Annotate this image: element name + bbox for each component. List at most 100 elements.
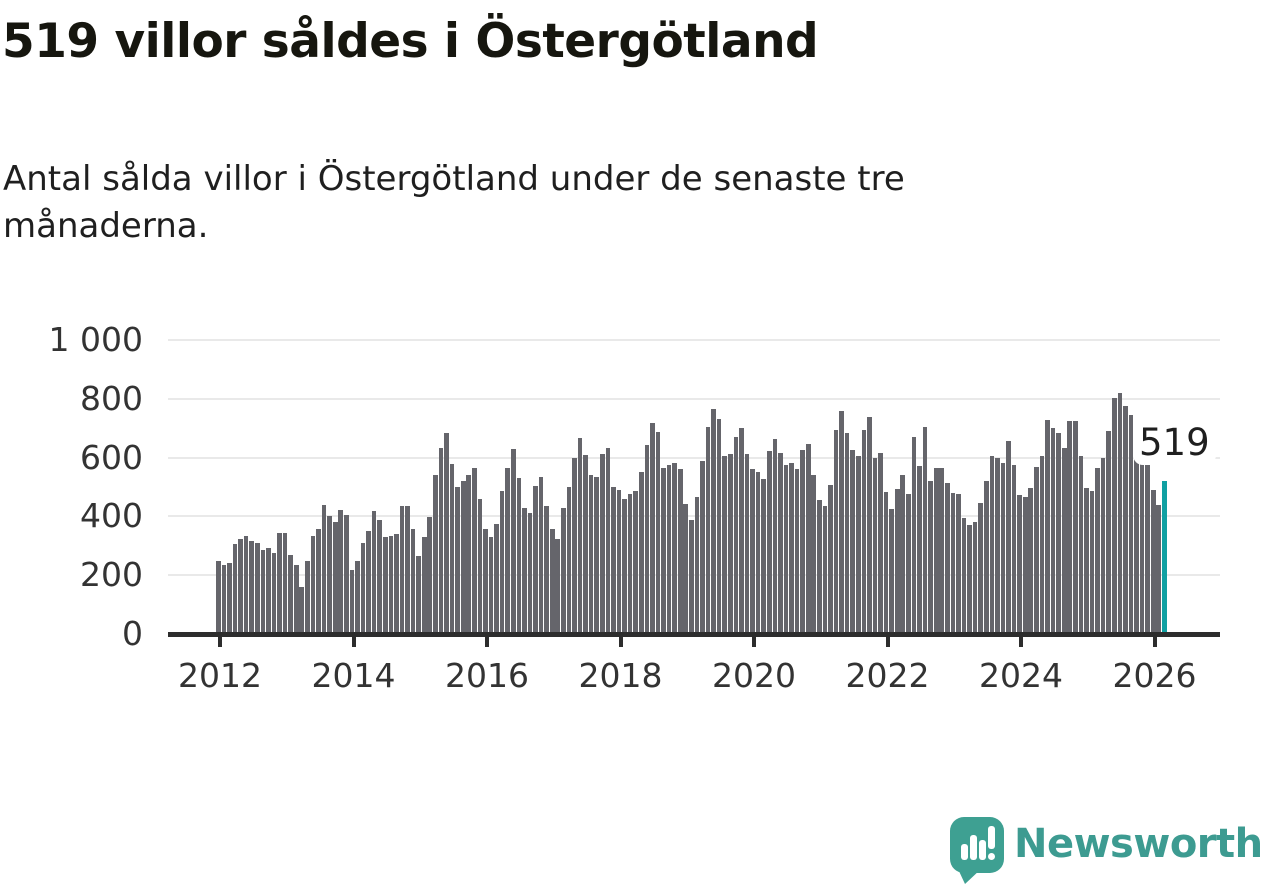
bar [494, 523, 499, 634]
bar [288, 554, 293, 634]
bar-chart-icon [970, 835, 977, 860]
bar [1156, 504, 1162, 634]
bar [928, 481, 933, 634]
y-axis-label: 200 [80, 555, 143, 595]
bar [772, 438, 778, 634]
x-axis-tick [618, 637, 623, 647]
x-axis-tick [752, 637, 756, 647]
bar [1089, 490, 1095, 634]
bar [405, 505, 410, 634]
bar [933, 467, 939, 634]
bar-chart-icon [961, 844, 968, 860]
bar [889, 509, 894, 634]
bar [995, 457, 1000, 634]
bar [961, 518, 967, 634]
bar [427, 516, 433, 634]
bar [789, 462, 794, 634]
bar [755, 472, 761, 634]
bar-chart-icon [979, 840, 986, 860]
x-axis-tick [885, 637, 890, 647]
bar [343, 514, 349, 634]
bar [388, 535, 394, 634]
bar [761, 479, 766, 634]
bar [522, 507, 527, 634]
value-annotation: 519 [1133, 421, 1216, 465]
bar [867, 416, 872, 634]
bar [216, 561, 221, 634]
bar [410, 528, 416, 634]
bar [316, 529, 321, 634]
bar [805, 443, 811, 634]
bar [338, 509, 344, 634]
bar [510, 448, 516, 634]
bar [711, 408, 716, 634]
bar [828, 484, 833, 634]
bar [672, 462, 677, 634]
bar [1056, 433, 1061, 634]
bar [538, 476, 544, 634]
bar [1034, 467, 1039, 634]
bar [232, 544, 238, 634]
bar [382, 536, 388, 634]
bar [939, 468, 945, 634]
bar [260, 549, 266, 634]
bar [733, 437, 739, 634]
bar [1117, 392, 1123, 634]
bar [978, 502, 984, 634]
x-axis-tick [1019, 637, 1023, 647]
bar [778, 452, 783, 634]
bar [744, 453, 750, 634]
bar [900, 474, 906, 634]
bar [783, 464, 789, 634]
y-axis-label: 0 [122, 614, 143, 653]
bar [466, 475, 472, 634]
bar [722, 455, 728, 634]
bar [310, 535, 316, 634]
bar [360, 542, 366, 634]
bar [1128, 414, 1134, 634]
y-axis-label: 400 [80, 496, 143, 536]
bar [577, 438, 583, 634]
page-title: 519 villor såldes i Östergötland [2, 14, 819, 69]
bar [1150, 489, 1156, 634]
y-axis-label: 800 [80, 378, 143, 418]
x-axis-line [168, 632, 1220, 637]
bar [950, 492, 956, 634]
bar [277, 532, 282, 634]
bar [394, 533, 399, 634]
bar [293, 565, 299, 634]
bar [1134, 434, 1139, 634]
bar [750, 469, 755, 634]
gridline [168, 397, 1220, 400]
bar [227, 562, 232, 634]
bar [243, 536, 249, 634]
bar [1006, 440, 1011, 634]
bar [254, 542, 260, 634]
bar [483, 528, 488, 634]
x-axis-label: 2022 [845, 656, 930, 695]
chart-subtitle: Antal sålda villor i Östergötland under … [3, 156, 1183, 250]
bar [989, 456, 995, 634]
logo-wordmark: Newsworthy [1014, 821, 1262, 867]
bar [1123, 406, 1128, 634]
bar [922, 426, 928, 634]
bar [800, 449, 805, 634]
bar [766, 450, 772, 634]
bar [1106, 430, 1112, 634]
x-axis-tick [485, 637, 489, 647]
bar [327, 515, 332, 634]
x-axis-tick [1152, 637, 1157, 647]
x-axis-label: 2024 [979, 656, 1063, 695]
bar [661, 468, 666, 634]
bar [366, 531, 371, 634]
y-axis-label: 600 [80, 437, 143, 477]
bar [644, 445, 650, 634]
bar [421, 536, 427, 634]
bar [616, 490, 622, 634]
bar [666, 465, 672, 634]
bar [533, 486, 538, 634]
bar [677, 469, 683, 634]
x-axis-label: 2016 [445, 656, 529, 695]
x-axis-label: 2014 [311, 656, 396, 695]
